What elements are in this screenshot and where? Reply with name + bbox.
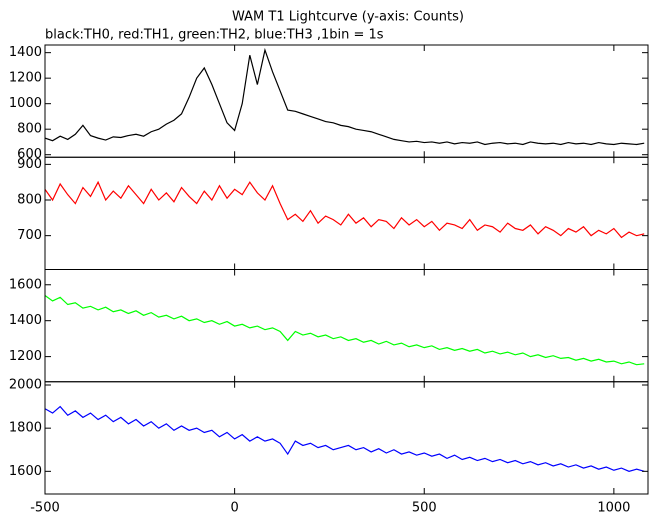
- chart-subtitle: black:TH0, red:TH1, green:TH2, blue:TH3 …: [45, 28, 384, 43]
- y-tick-label: 1200: [9, 71, 42, 86]
- series-line: [45, 47, 645, 146]
- series-line: [45, 405, 645, 472]
- chart-title: WAM T1 Lightcurve (y-axis: Counts): [232, 10, 464, 25]
- panel-frame: [44, 269, 649, 383]
- y-tick-label: 1800: [9, 421, 42, 436]
- y-tick-label: 700: [17, 228, 42, 243]
- y-tick-label: 800: [17, 122, 42, 137]
- panel-frame: [44, 156, 649, 270]
- y-tick-label: 1000: [9, 96, 42, 111]
- y-tick-label: 1400: [9, 313, 42, 328]
- series-line: [45, 180, 645, 239]
- y-tick-label: 600: [17, 147, 42, 162]
- y-tick-label: 2000: [9, 377, 42, 392]
- y-tick-label: 900: [17, 157, 42, 172]
- y-tick-label: 800: [17, 193, 42, 208]
- x-tick-label: 0: [230, 501, 238, 515]
- y-tick-label: 1600: [9, 277, 42, 292]
- panel-frame: [44, 381, 649, 495]
- x-tick-label: 500: [412, 501, 437, 515]
- panel-frame: [44, 44, 649, 158]
- x-tick-label: -500: [30, 501, 60, 515]
- y-tick-label: 1200: [9, 349, 42, 364]
- x-tick-label: 1000: [597, 501, 630, 515]
- y-tick-label: 1400: [9, 45, 42, 60]
- series-line: [45, 295, 645, 366]
- y-tick-label: 1600: [9, 464, 42, 479]
